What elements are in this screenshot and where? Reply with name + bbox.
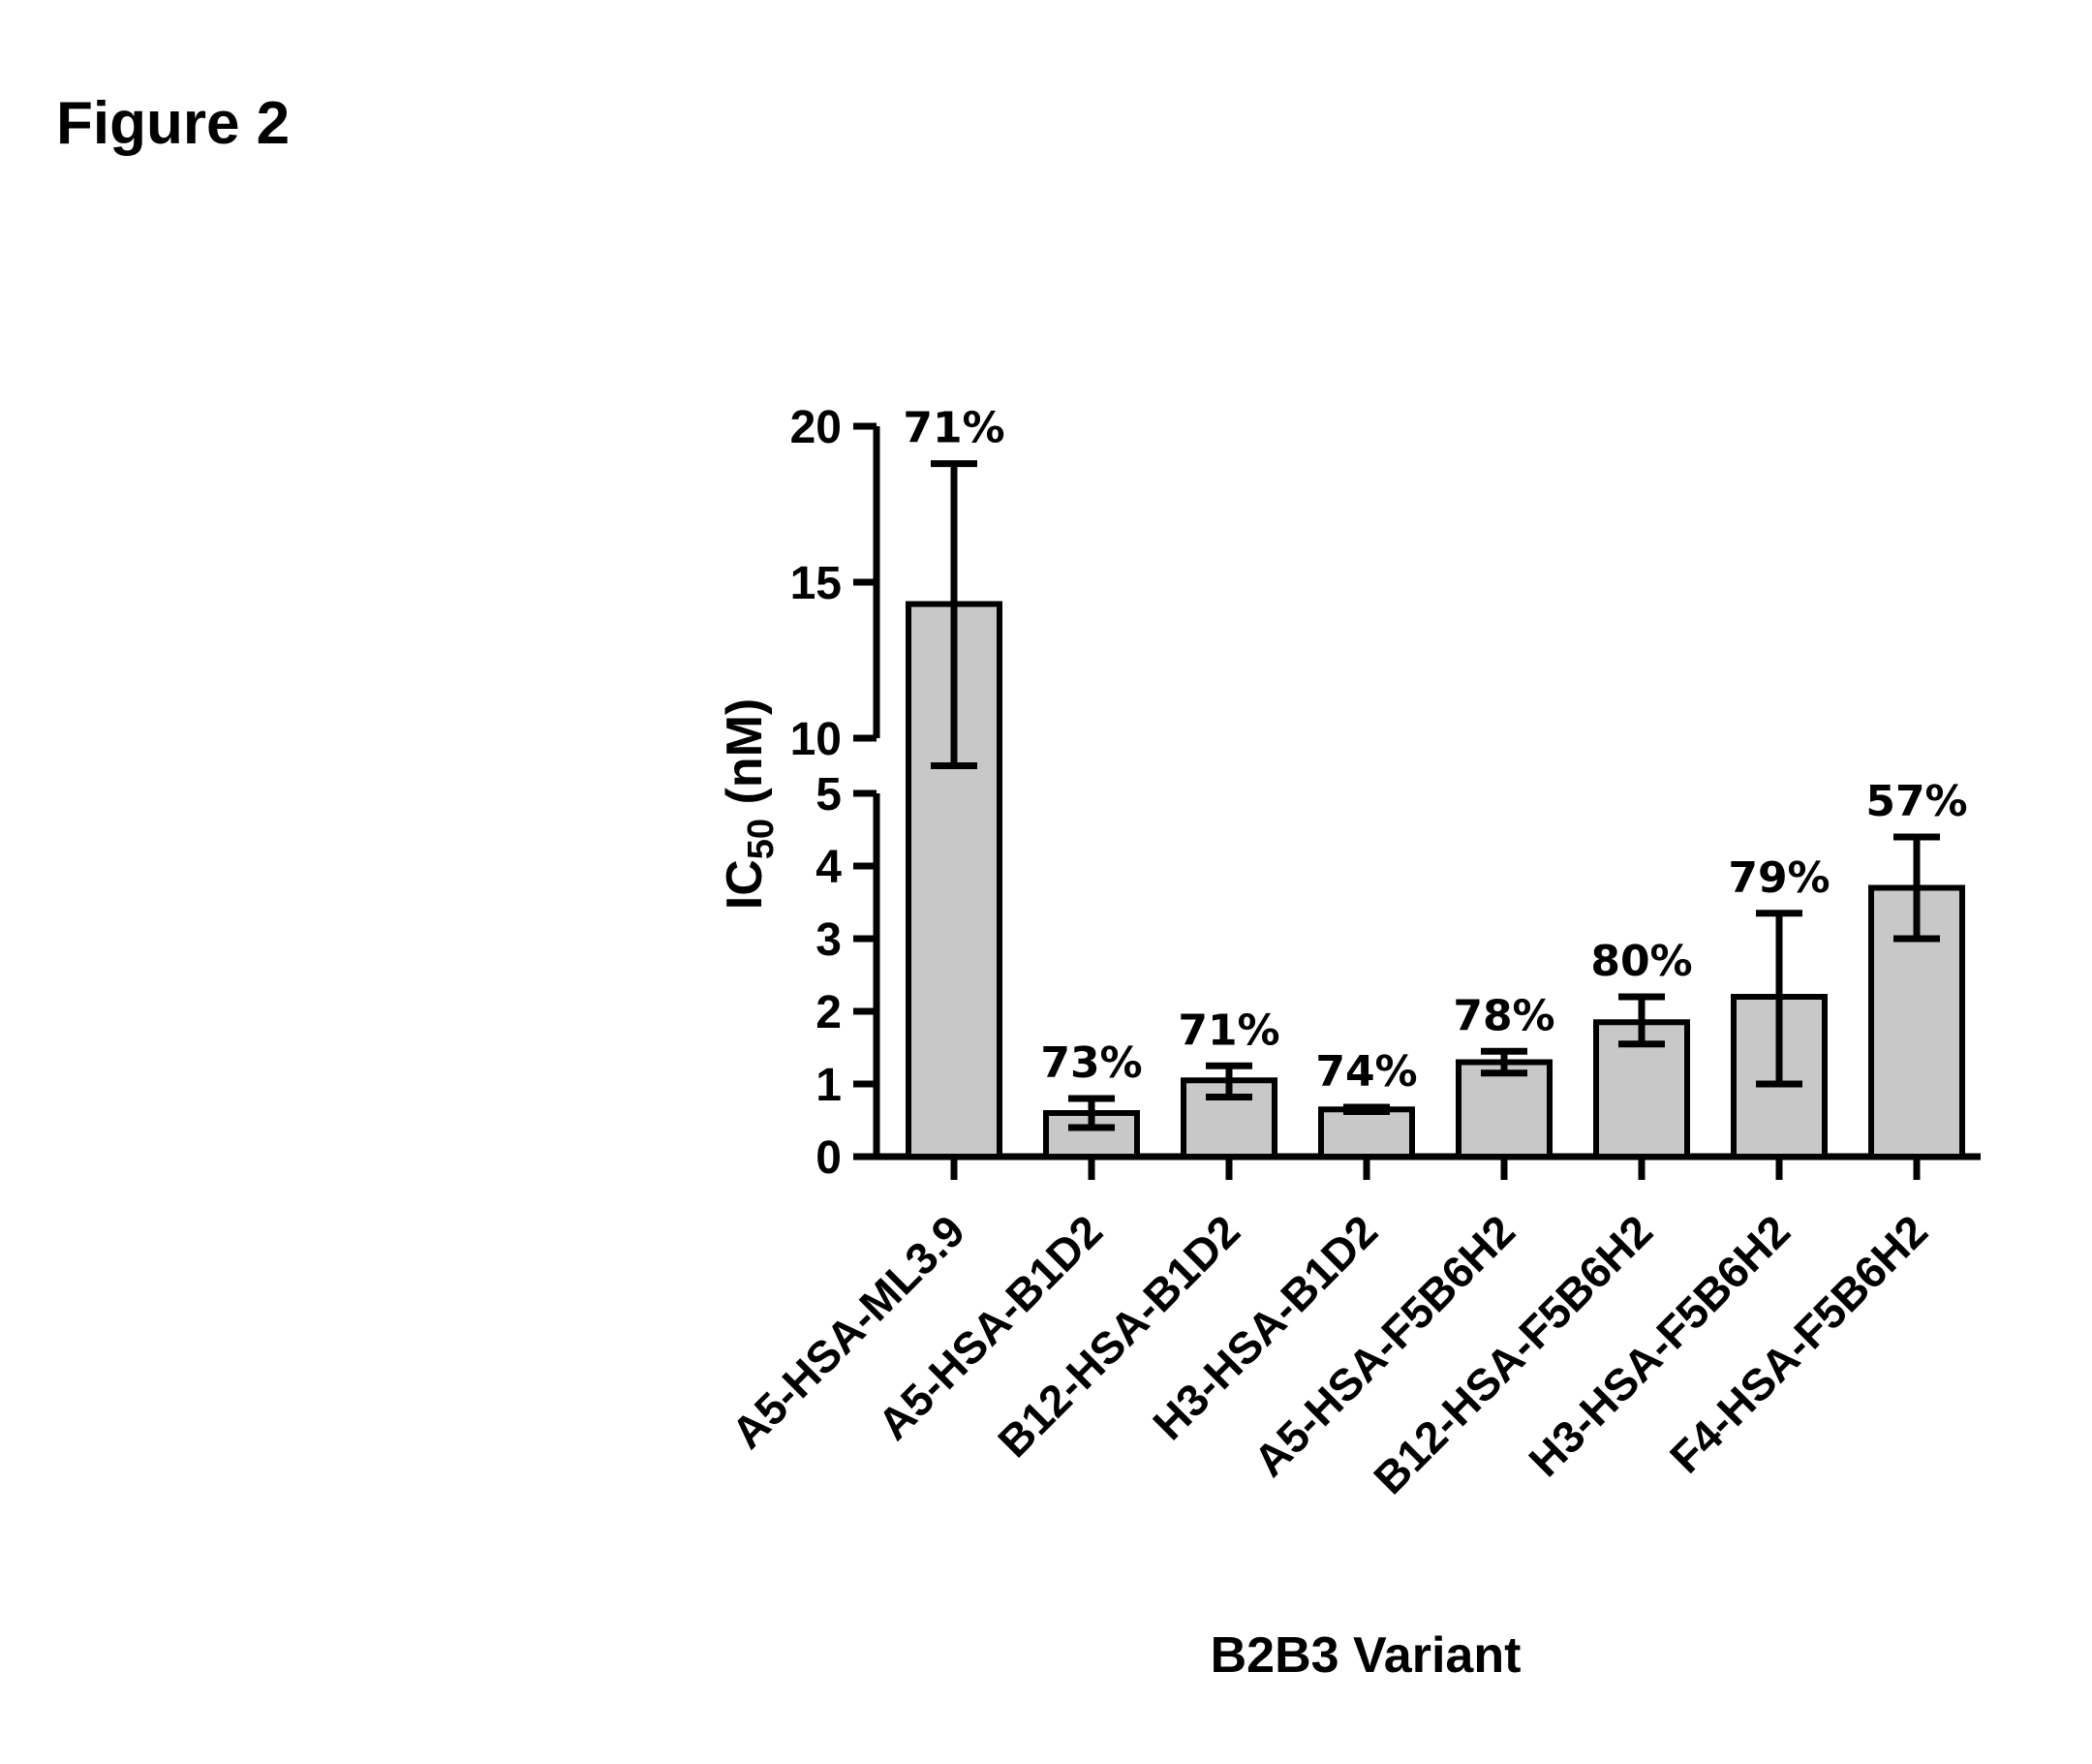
y-tick-label: 10	[790, 714, 842, 765]
x-axis-title: B2B3 Variant	[1211, 1627, 1522, 1684]
y-tick-label: 15	[790, 558, 842, 609]
x-category-label: A5-HSA-ML3.9	[722, 1205, 974, 1458]
bar-percent-label: 71%	[903, 404, 1004, 453]
y-tick-label: 5	[815, 769, 842, 820]
bar-percent-label: 78%	[1453, 991, 1554, 1040]
y-tick-label: 4	[815, 842, 842, 893]
y-axis-title-unit: (nM)	[717, 698, 773, 819]
bar-percent-label: 73%	[1040, 1038, 1142, 1088]
y-axis-title-subscript: 50	[741, 819, 782, 859]
bar-percent-label: 57%	[1865, 777, 1967, 826]
x-category-label: F4-HSA-F5B6H2	[1660, 1205, 1937, 1482]
bar	[1321, 1109, 1412, 1157]
bar-percent-label: 80%	[1590, 937, 1692, 986]
y-tick-label: 2	[815, 987, 842, 1038]
y-tick-label: 0	[815, 1132, 842, 1184]
bar-percent-label: 71%	[1178, 1006, 1279, 1055]
y-tick-label: 3	[815, 914, 842, 966]
y-axis-title: IC50 (nM)	[717, 698, 782, 910]
y-axis-title-main: IC	[717, 859, 773, 910]
x-category-label: H3-HSA-F5B6H2	[1519, 1205, 1800, 1486]
x-category-label: A5-HSA-F5B6H2	[1244, 1205, 1524, 1486]
bar-percent-label: 79%	[1728, 853, 1830, 903]
bar-percent-label: 74%	[1315, 1047, 1417, 1097]
x-category-label: B12-HSA-B1D2	[988, 1205, 1249, 1467]
y-tick-label: 1	[815, 1060, 842, 1111]
y-tick-label: 20	[790, 402, 842, 453]
